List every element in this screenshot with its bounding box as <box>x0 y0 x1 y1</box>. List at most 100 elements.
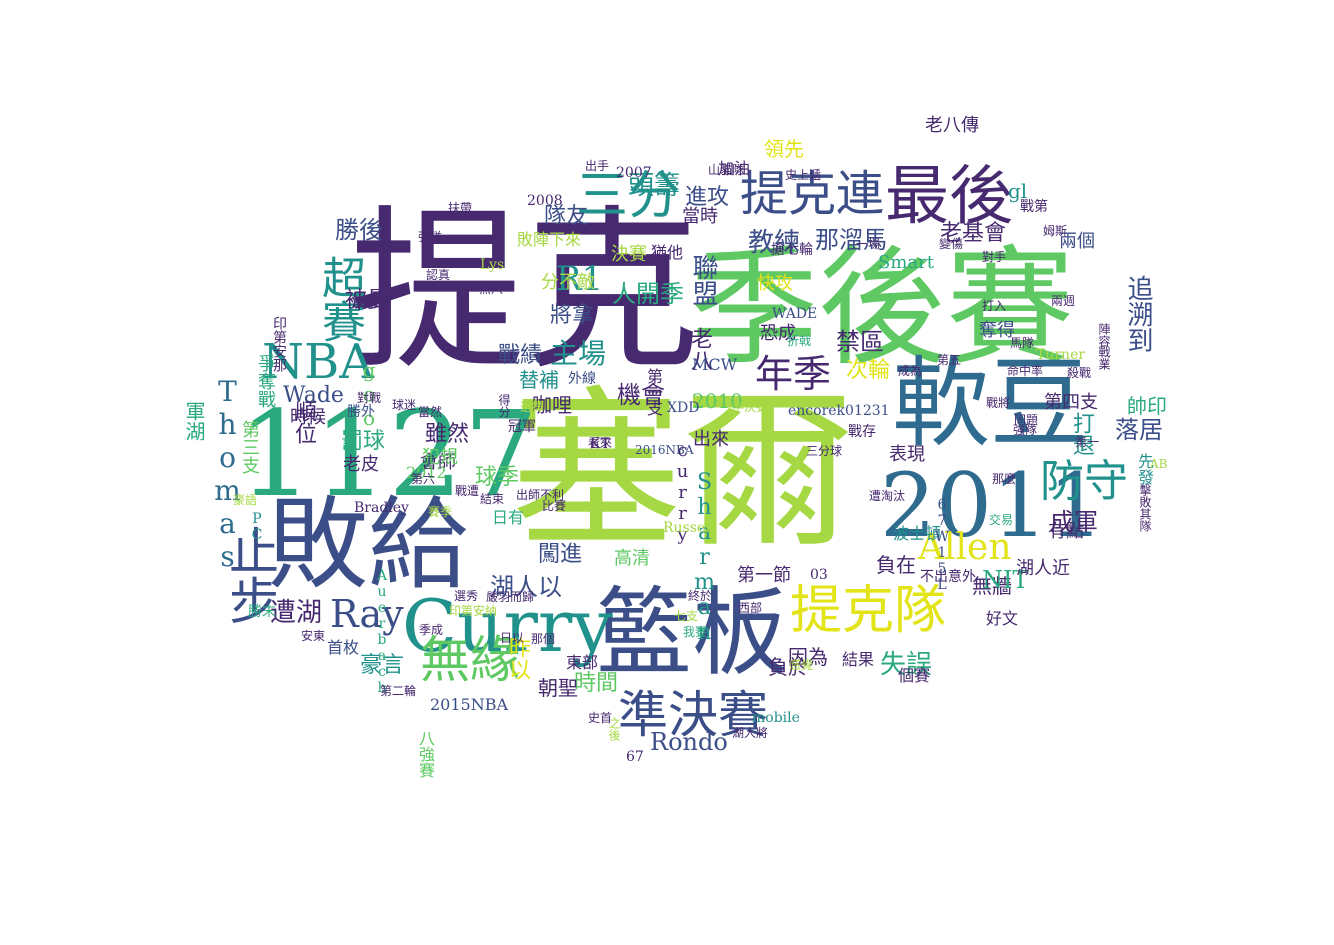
word: 強隊 <box>1013 423 1038 437</box>
word: 戰存 <box>848 424 876 440</box>
word: 替補 <box>519 368 559 392</box>
word: 失誤 <box>880 650 933 680</box>
word: 半決賽 <box>732 400 769 414</box>
word: 擊敗其隊 <box>1138 484 1152 532</box>
word: 冠軍 <box>508 419 536 435</box>
word: KT <box>590 436 610 452</box>
word: 外線 <box>568 371 596 387</box>
word: WADE <box>772 306 818 322</box>
word: 戰第 <box>1020 199 1048 215</box>
word: 老皮 <box>343 454 379 475</box>
word: 兩週 <box>1051 294 1076 308</box>
word: 成軍 <box>1050 508 1098 536</box>
word: 罰球 <box>341 429 386 454</box>
word: 第四支 <box>1044 392 1098 413</box>
word: 之後 <box>607 717 621 741</box>
word: 印第安那 <box>271 316 287 372</box>
word: 敗給 <box>268 486 468 603</box>
word: 姆斯 <box>1043 224 1068 238</box>
word: 帥印 <box>1127 394 1167 418</box>
word: 爭奪戰 <box>255 354 276 408</box>
word: 命中率 <box>1007 364 1044 378</box>
word: 三分 <box>576 166 681 226</box>
word: 犯規 <box>422 447 458 468</box>
word: 比賽 <box>542 499 567 513</box>
word: 結束 <box>480 492 505 506</box>
word: Thomas <box>211 375 244 573</box>
word: 成為 <box>898 364 923 378</box>
word: 2010 <box>692 389 743 413</box>
word: 戰業 <box>1097 346 1111 370</box>
word: 軍湖 <box>182 401 206 441</box>
word: 雖然 <box>425 422 470 447</box>
word: 印第安納 <box>449 604 498 618</box>
word: MCW <box>692 355 738 374</box>
word: 機會 <box>617 381 665 409</box>
word: Turner <box>1036 347 1086 363</box>
word: 遭淘汰 <box>869 489 906 503</box>
word: 戰績 <box>498 343 543 368</box>
word: Auerbach <box>374 568 390 696</box>
word: 奪得 <box>979 320 1015 341</box>
word: 負在 <box>876 553 916 577</box>
word: 個賽 <box>898 666 931 685</box>
word: 表現 <box>889 444 925 465</box>
word: 防守 <box>1040 456 1128 507</box>
word: 戰遭 <box>455 484 480 498</box>
word: 頭籌 <box>628 171 681 201</box>
word: 陣容 <box>1097 323 1111 347</box>
word: 第二輪 <box>380 684 417 698</box>
word: 先發 <box>1135 453 1154 485</box>
word: 教練 <box>748 228 801 258</box>
word: encorek01231 <box>788 403 890 419</box>
word: 年季 <box>755 352 832 396</box>
word: 決賽 <box>611 244 647 265</box>
word: 認真 <box>426 268 451 282</box>
word: 第五 <box>937 353 962 367</box>
word: 季後賽 <box>690 234 1075 383</box>
word: 2011 <box>880 454 1104 557</box>
word: 對戰 <box>357 391 382 405</box>
word: 止步 <box>221 525 279 625</box>
word: 那溜馬 <box>815 226 887 254</box>
word: 勝末 <box>248 604 276 620</box>
word: 聯盟 <box>688 254 718 306</box>
word: 時候 <box>290 407 326 428</box>
word: 提克隊 <box>790 581 947 641</box>
word: R1 <box>556 259 604 299</box>
word: 選秀 <box>454 589 479 603</box>
word: 1127 <box>238 385 539 523</box>
word: 兩個 <box>1059 231 1095 252</box>
word: 當時 <box>682 206 718 227</box>
word: 無緣 <box>420 631 520 689</box>
word: Rondo <box>650 728 728 756</box>
word: 禁區 <box>836 328 884 356</box>
word: 一場 <box>856 237 881 251</box>
word: AB <box>1150 457 1168 471</box>
word: 山貓隊 <box>708 163 745 177</box>
word: 波士頓 <box>893 524 942 543</box>
word: Sharman <box>692 470 717 645</box>
word: 東部 <box>566 653 599 672</box>
word: 豪語 <box>233 493 258 507</box>
word: 超賽 <box>314 255 365 343</box>
word: 人開季 <box>612 280 684 308</box>
word: 落居 <box>1115 416 1163 444</box>
word: 首枚 <box>327 638 360 657</box>
word: 快攻 <box>757 273 793 294</box>
word: 67W15L <box>934 497 950 593</box>
word: 猶他 <box>651 243 684 262</box>
word: 看來 <box>588 436 613 450</box>
word: 出師不利 <box>516 488 565 502</box>
word: 2007 <box>616 165 652 181</box>
word: 第一節 <box>737 565 791 586</box>
word: 那個 <box>531 632 556 646</box>
word: 馬隊 <box>1010 336 1035 350</box>
word: 遭湖 <box>270 598 323 628</box>
word: 八強賽 <box>416 730 435 778</box>
word: 日有 <box>492 508 525 527</box>
word: 順位 <box>291 400 316 444</box>
word: 有點 <box>1048 521 1084 542</box>
word: 第三支 <box>239 420 260 474</box>
word: 黑八 <box>479 282 504 296</box>
